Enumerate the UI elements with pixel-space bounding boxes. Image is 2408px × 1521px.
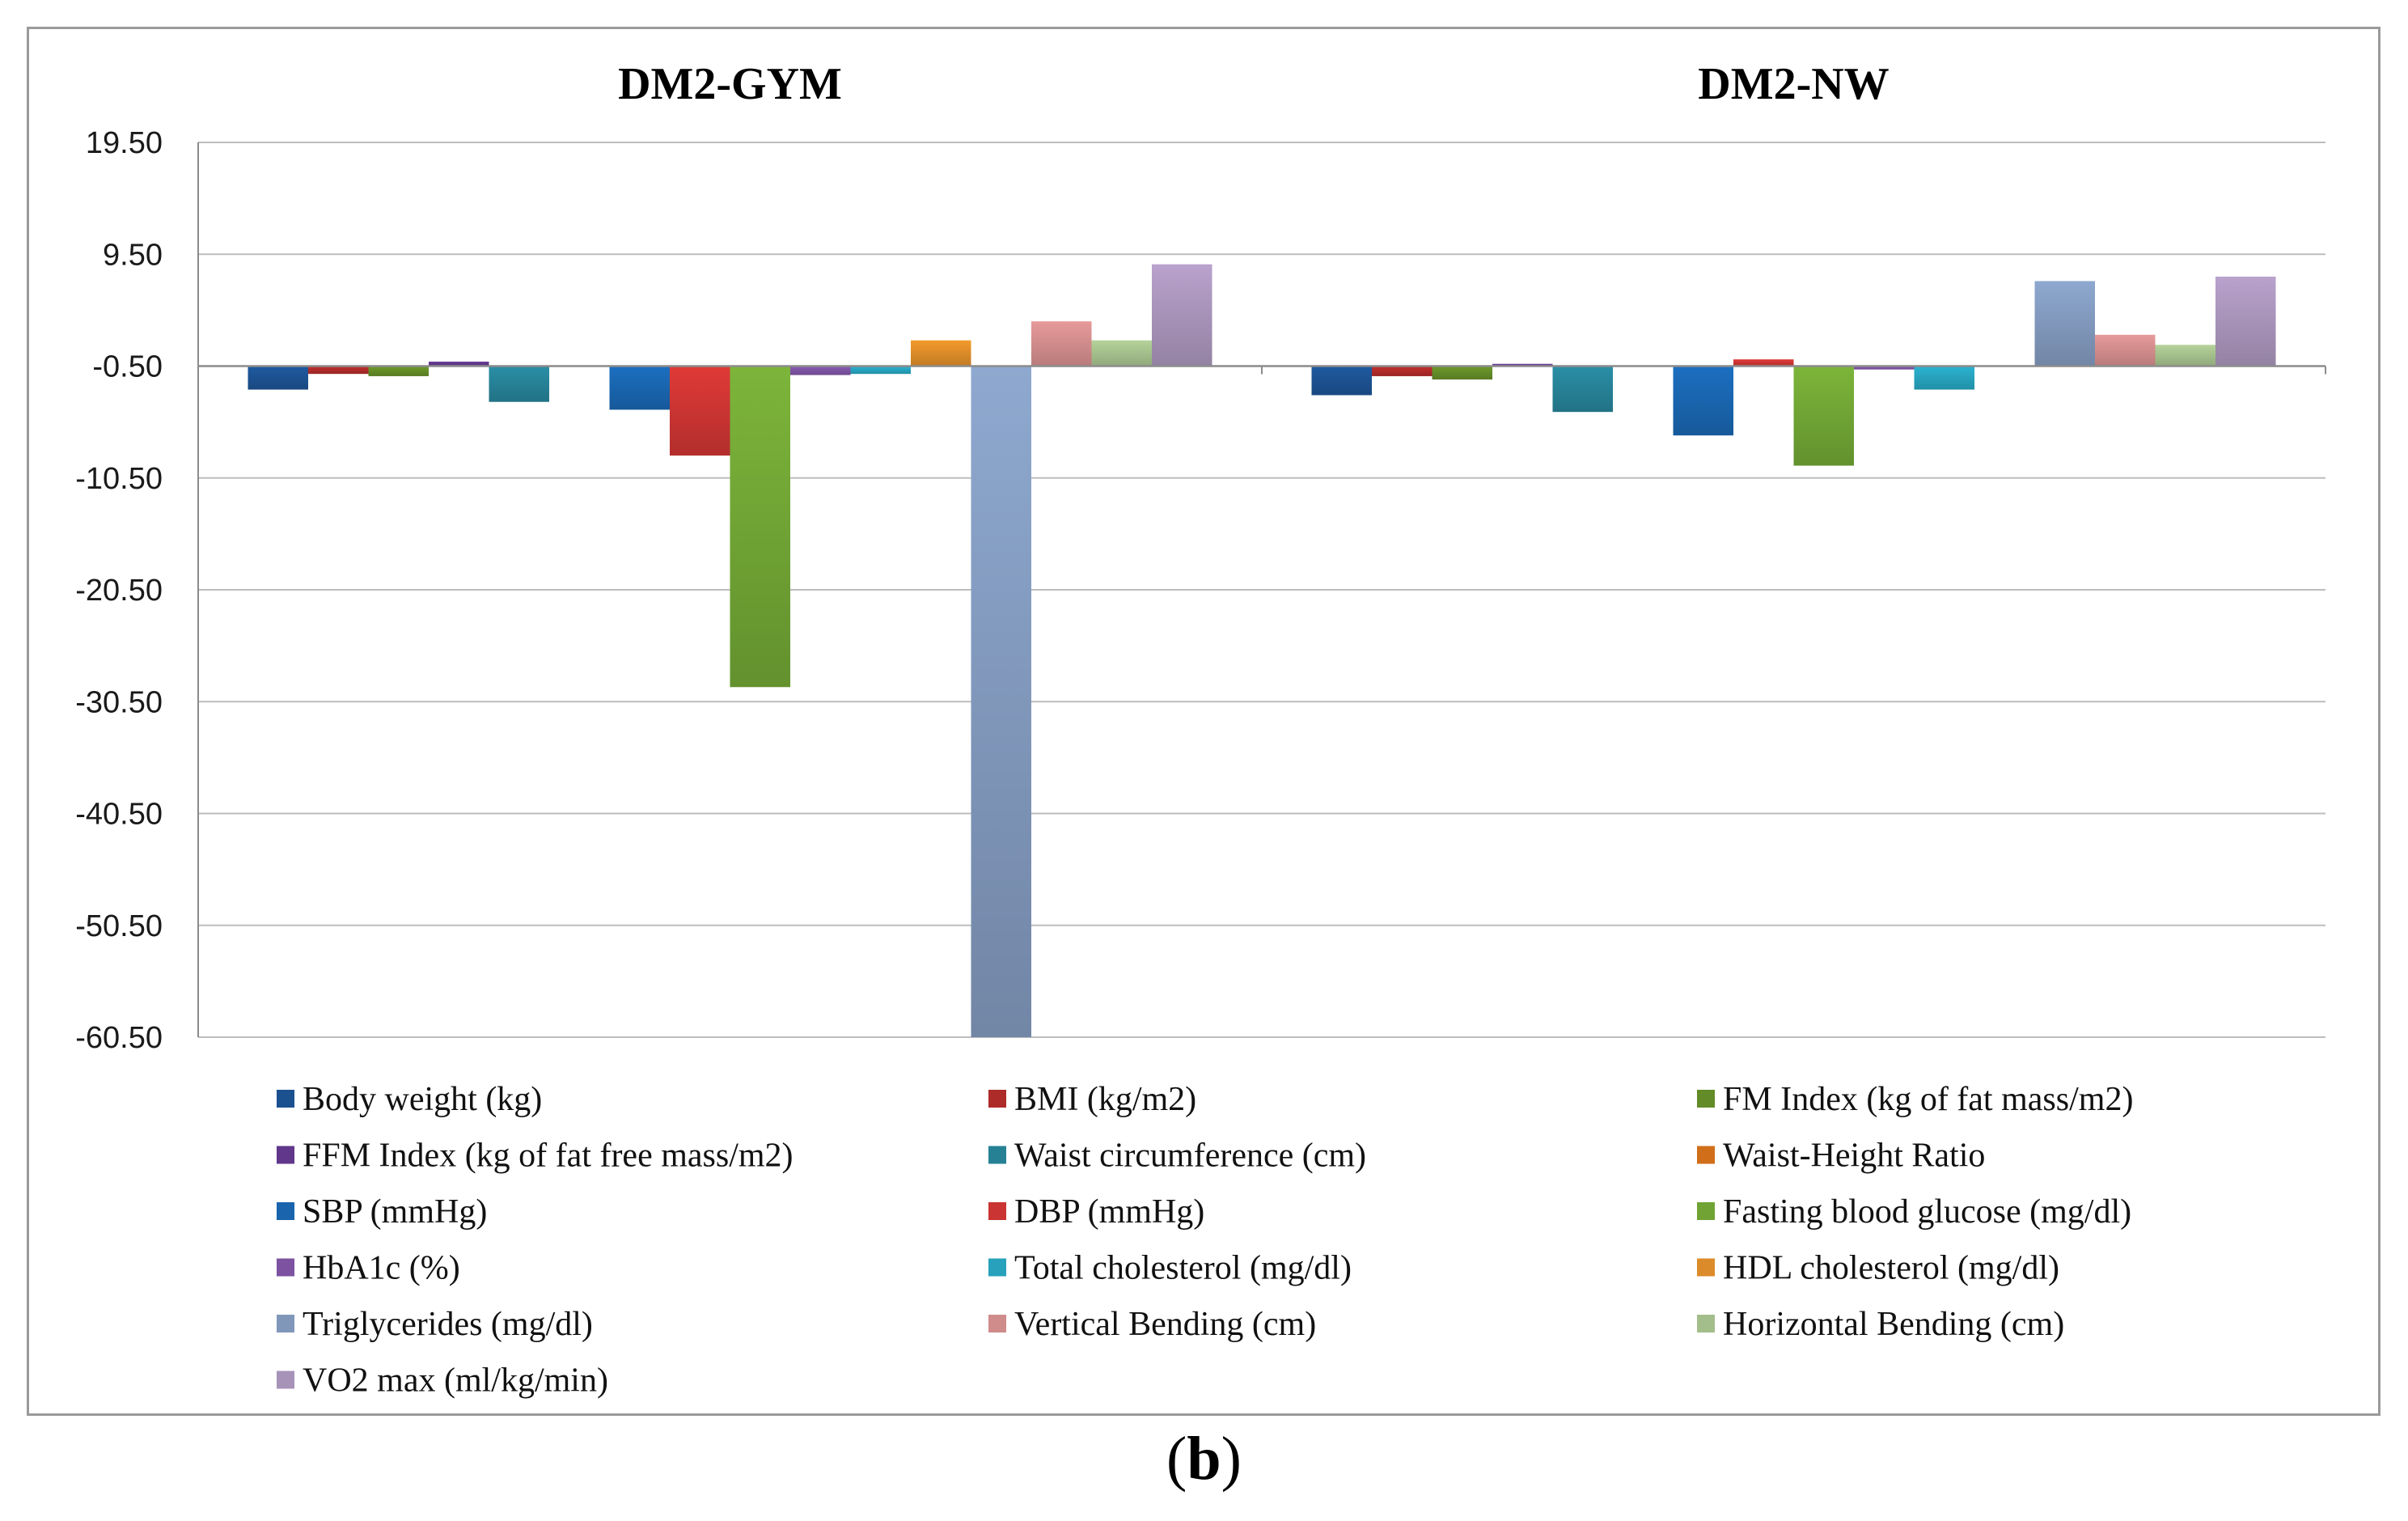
- y-tick-label: 9.50: [103, 238, 163, 272]
- bar-dm2-nw-vertical-bending-cm: [2095, 334, 2156, 366]
- legend-swatch-fm-index-kg-of-fat-mass-m2: [1697, 1090, 1715, 1108]
- legend-label-vo2-max-ml-kg-min: VO2 max (ml/kg/min): [303, 1362, 608, 1400]
- bar-dm2-nw-dbp-mmhg: [1733, 359, 1794, 366]
- legend-swatch-hdl-cholesterol-mg-dl: [1697, 1258, 1715, 1277]
- bar-dm2-gym-fm-index-kg-of-fat-mass-m2: [368, 366, 429, 376]
- legend-label-fasting-blood-glucose-mg-dl: Fasting blood glucose (mg/dl): [1723, 1193, 2131, 1231]
- bar-dm2-gym-fasting-blood-glucose-mg-dl: [730, 366, 790, 688]
- bar-dm2-gym-horizontal-bending-cm: [1091, 340, 1152, 366]
- bar-dm2-gym-bmi-kg-m2: [308, 366, 369, 375]
- bar-dm2-gym-hba1c: [790, 366, 851, 375]
- bar-dm2-gym-waist-circumference-cm: [489, 366, 549, 402]
- legend-label-triglycerides-mg-dl: Triglycerides (mg/dl): [303, 1306, 593, 1343]
- bar-dm2-nw-waist-circumference-cm: [1552, 366, 1613, 413]
- bar-dm2-nw-sbp-mmhg: [1673, 366, 1733, 436]
- bars: [248, 264, 2276, 1037]
- legend-label-waist-height-ratio: Waist-Height Ratio: [1723, 1138, 1985, 1175]
- legend-label-hdl-cholesterol-mg-dl: HDL cholesterol (mg/dl): [1723, 1250, 2059, 1287]
- chart-frame: 19.50 9.50 -0.50 -10.50 -20.50 -30.50 -40.50 -5…: [27, 27, 2380, 1416]
- bar-dm2-gym-total-cholesterol-mg-dl: [850, 366, 911, 375]
- legend-swatch-dbp-mmhg: [988, 1202, 1006, 1220]
- legend-label-waist-circumference-cm: Waist circumference (cm): [1014, 1138, 1366, 1175]
- bar-dm2-nw-ffm-index-kg-of-fat-free-mass-m2: [1492, 363, 1553, 366]
- legend-label-ffm-index-kg-of-fat-free-mass-m2: FFM Index (kg of fat free mass/m2): [303, 1138, 793, 1175]
- bar-dm2-gym-sbp-mmhg: [609, 366, 670, 410]
- legend: Body weight (kg) BMI (kg/m2) FM Index (kg …: [277, 1081, 2133, 1400]
- bar-dm2-gym-hdl-cholesterol-mg-dl: [911, 340, 971, 366]
- legend-swatch-hba1c: [277, 1258, 294, 1277]
- y-tick-label: -0.50: [92, 350, 163, 384]
- y-tick-label: -30.50: [75, 685, 163, 719]
- legend-swatch-bmi-kg-m2: [988, 1090, 1006, 1108]
- bar-dm2-gym-vertical-bending-cm: [1031, 321, 1092, 366]
- axis: [197, 142, 2326, 1037]
- group-title-dm2-gym: DM2-GYM: [618, 59, 842, 109]
- legend-swatch-vertical-bending-cm: [988, 1315, 1006, 1332]
- y-tick-label: -20.50: [75, 574, 163, 608]
- bar-dm2-nw-total-cholesterol-mg-dl: [1914, 366, 1974, 390]
- bar-dm2-gym-triglycerides-mg-dl: [971, 366, 1031, 1037]
- legend-label-total-cholesterol-mg-dl: Total cholesterol (mg/dl): [1014, 1250, 1352, 1287]
- bar-chart: 19.50 9.50 -0.50 -10.50 -20.50 -30.50 -40.50 -5…: [75, 59, 2326, 1400]
- bar-dm2-gym-vo2-max-ml-kg-min: [1152, 264, 1212, 366]
- figure-caption: (b): [0, 1424, 2408, 1505]
- bar-dm2-nw-hba1c: [1854, 366, 1915, 370]
- y-tick-label: -50.50: [75, 909, 163, 943]
- y-tick-label: -10.50: [75, 462, 163, 496]
- legend-swatch-vo2-max-ml-kg-min: [277, 1371, 294, 1389]
- bar-dm2-nw-body-weight-kg: [1311, 366, 1372, 396]
- legend-swatch-fasting-blood-glucose-mg-dl: [1697, 1202, 1715, 1220]
- y-tick-label: -60.50: [75, 1021, 163, 1055]
- bar-dm2-nw-horizontal-bending-cm: [2155, 345, 2215, 366]
- bar-dm2-nw-fasting-blood-glucose-mg-dl: [1793, 366, 1854, 466]
- caption-open: (: [1166, 1425, 1187, 1493]
- group-title-dm2-nw: DM2-NW: [1698, 59, 1889, 109]
- bar-dm2-nw-fm-index-kg-of-fat-mass-m2: [1432, 366, 1492, 380]
- legend-swatch-horizontal-bending-cm: [1697, 1315, 1715, 1332]
- legend-label-sbp-mmhg: SBP (mmHg): [303, 1193, 487, 1231]
- legend-swatch-waist-circumference-cm: [988, 1146, 1006, 1164]
- legend-label-dbp-mmhg: DBP (mmHg): [1014, 1193, 1204, 1231]
- legend-label-vertical-bending-cm: Vertical Bending (cm): [1014, 1306, 1316, 1343]
- bar-dm2-gym-dbp-mmhg: [670, 366, 730, 456]
- y-tick-label: 19.50: [86, 126, 163, 160]
- legend-swatch-triglycerides-mg-dl: [277, 1315, 294, 1332]
- bar-dm2-nw-triglycerides-mg-dl: [2034, 281, 2095, 366]
- bar-dm2-gym-ffm-index-kg-of-fat-free-mass-m2: [429, 361, 489, 366]
- legend-label-fm-index-kg-of-fat-mass-m2: FM Index (kg of fat mass/m2): [1723, 1081, 2133, 1118]
- bar-dm2-gym-body-weight-kg: [248, 366, 308, 390]
- legend-label-body-weight-kg: Body weight (kg): [303, 1081, 542, 1118]
- bar-dm2-nw-bmi-kg-m2: [1372, 366, 1433, 376]
- legend-swatch-ffm-index-kg-of-fat-free-mass-m2: [277, 1146, 294, 1164]
- gridlines: [198, 142, 2325, 1038]
- legend-swatch-waist-height-ratio: [1697, 1146, 1715, 1164]
- legend-label-horizontal-bending-cm: Horizontal Bending (cm): [1723, 1306, 2064, 1343]
- caption-letter: b: [1187, 1425, 1221, 1493]
- caption-close: ): [1221, 1425, 1242, 1493]
- bar-dm2-nw-vo2-max-ml-kg-min: [2215, 276, 2276, 366]
- y-tick-label: -40.50: [75, 798, 163, 832]
- legend-label-hba1c: HbA1c (%): [303, 1250, 460, 1287]
- legend-swatch-sbp-mmhg: [277, 1202, 294, 1220]
- legend-swatch-total-cholesterol-mg-dl: [988, 1258, 1006, 1277]
- y-axis-ticks: 19.50 9.50 -0.50 -10.50 -20.50 -30.50 -40.50 -5…: [75, 126, 163, 1055]
- legend-label-bmi-kg-m2: BMI (kg/m2): [1014, 1081, 1196, 1118]
- legend-swatch-body-weight-kg: [277, 1090, 294, 1108]
- group-titles: DM2-GYM DM2-NW: [618, 59, 1890, 109]
